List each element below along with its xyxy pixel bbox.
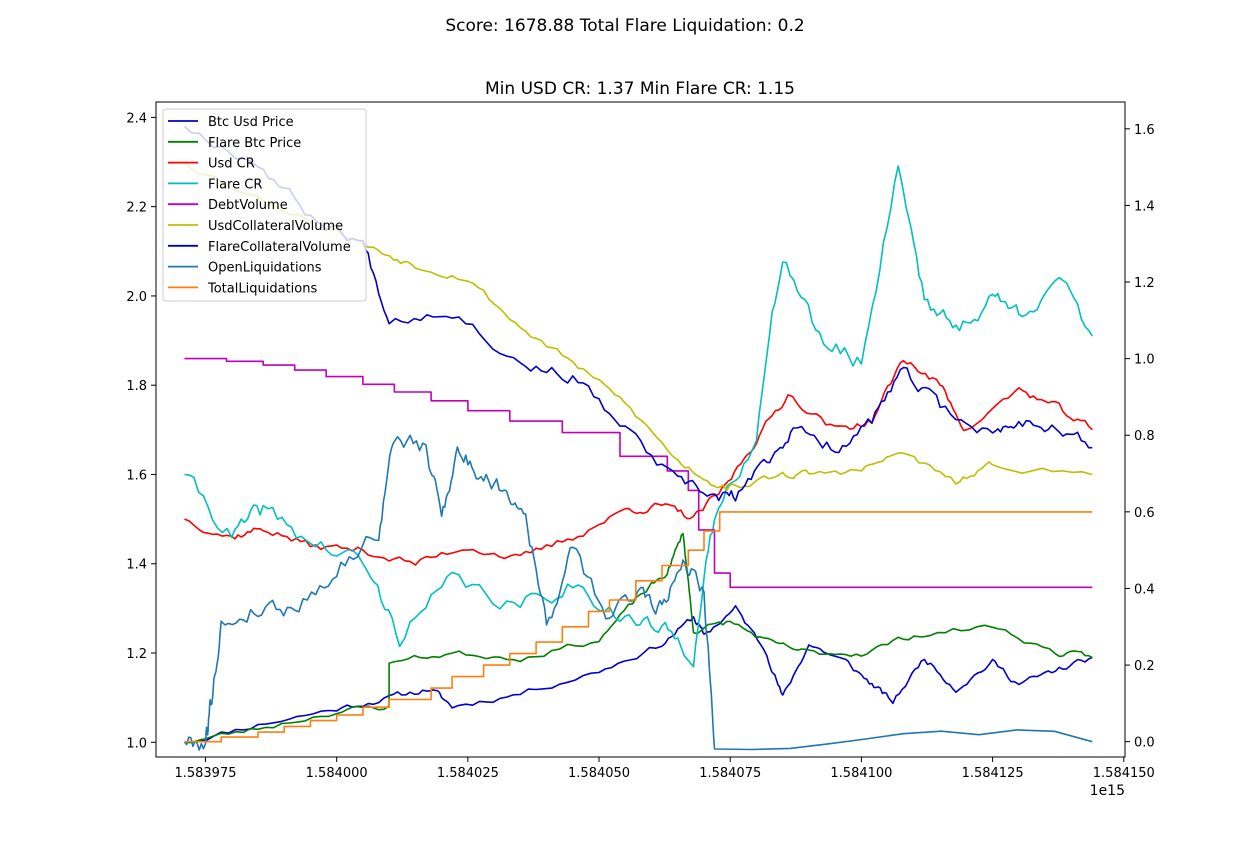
y-right-tick-label: 0.6 [1134, 506, 1155, 521]
legend-label-flare-btc-price: Flare Btc Price [208, 136, 301, 151]
figure-suptitle: Score: 1678.88 Total Flare Liquidation: … [445, 16, 804, 36]
series-layer [183, 125, 1093, 751]
x-tick-label: 1.584025 [437, 766, 499, 781]
x-offset-label: 1e15 [1090, 783, 1125, 799]
series-line-usdcollateralvolume [183, 161, 1093, 491]
x-tick-label: 1.584000 [306, 766, 368, 781]
series-line-totalliquidations [184, 511, 1093, 743]
y-right-tick-label: 0.4 [1134, 582, 1155, 597]
y-right-tick-label: 1.6 [1134, 123, 1155, 138]
legend-label-flare-cr: Flare CR [208, 177, 262, 192]
legend-label-usdcollateralvolume: UsdCollateralVolume [208, 219, 343, 234]
y-right-tick-label: 1.2 [1134, 276, 1155, 291]
y-left-tick-label: 1.4 [126, 558, 147, 573]
legend-label-btc-usd-price: Btc Usd Price [208, 115, 294, 130]
x-tick-label: 1.584150 [1093, 766, 1155, 781]
legend: Btc Usd Price Flare Btc Price Usd CR Flare … [162, 108, 367, 302]
series-line-openliquidations [183, 434, 1093, 751]
x-tick-label: 1.584125 [962, 766, 1024, 781]
x-tick-label: 1.584100 [830, 766, 892, 781]
legend-items: Btc Usd Price Flare Btc Price Usd CR Flare … [168, 115, 351, 296]
y-left-tick-label: 2.4 [126, 111, 147, 126]
y-left-tick-label: 1.8 [126, 379, 147, 394]
y-left-tick-label: 1.6 [126, 468, 147, 483]
series-line-btc-usd-price [184, 605, 1093, 744]
series-line-flare-cr [184, 165, 1093, 668]
legend-label-openliquidations: OpenLiquidations [208, 261, 322, 276]
legend-label-totalliquidations: TotalLiquidations [207, 281, 317, 296]
series-line-debtvolume [184, 357, 1093, 589]
legend-label-usd-cr: Usd CR [208, 157, 255, 172]
y-left-tick-label: 2.2 [126, 201, 147, 216]
y-left-tick-label: 2.0 [126, 290, 147, 305]
chart-title: Min USD CR: 1.37 Min Flare CR: 1.15 [485, 79, 795, 99]
x-tick-label: 1.584075 [699, 766, 761, 781]
y-right-tick-label: 1.4 [1134, 199, 1155, 214]
legend-label-debtvolume: DebtVolume [208, 198, 288, 213]
x-tick-label: 1.583975 [174, 766, 236, 781]
series-line-flarecollateralvolume [183, 125, 1093, 502]
y-right-tick-label: 0.8 [1134, 429, 1155, 444]
y-right-tick-label: 0.0 [1134, 736, 1155, 751]
axes-layer: 1.583975 1.584000 1.584025 1.584050 1.584075… [126, 111, 1154, 781]
series-line-flare-btc-price [184, 532, 1093, 744]
x-tick-label: 1.584050 [568, 766, 630, 781]
y-left-tick-label: 1.0 [126, 736, 147, 751]
plot-frame [155, 101, 1126, 758]
legend-label-flarecollateralvolume: FlareCollateralVolume [208, 240, 351, 255]
y-right-tick-label: 0.2 [1134, 659, 1155, 674]
series-line-usd-cr [184, 359, 1093, 566]
legend-box [162, 108, 367, 302]
y-right-tick-label: 1.0 [1134, 353, 1155, 368]
y-left-tick-label: 1.2 [126, 647, 147, 662]
